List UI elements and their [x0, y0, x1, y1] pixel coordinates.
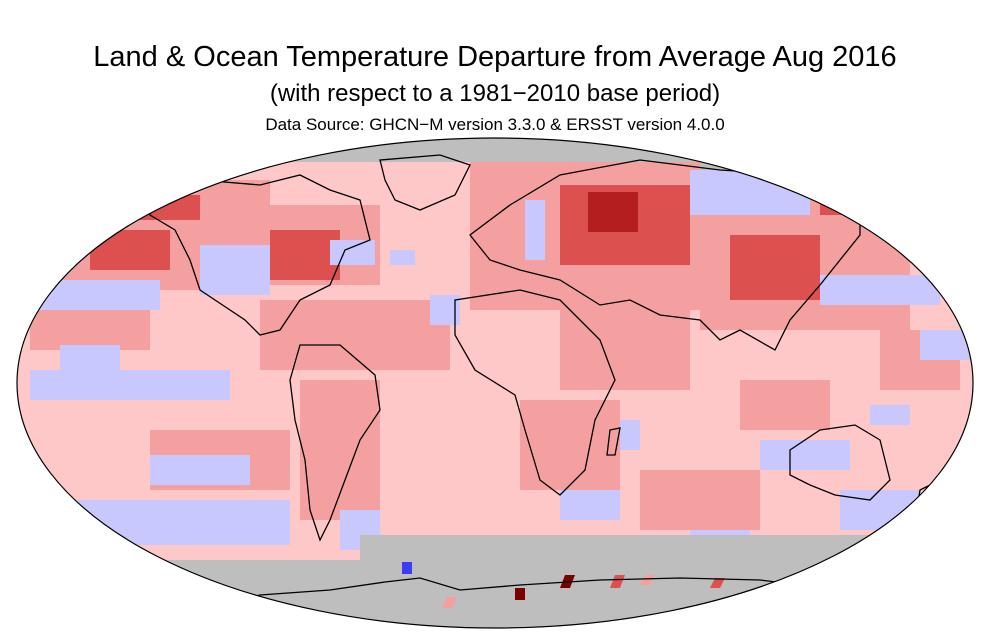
extreme-warm-region [588, 192, 638, 232]
data-source: Data Source: GHCN−M version 3.3.0 & ERSS… [265, 115, 725, 134]
map-title: Land & Ocean Temperature Departure from … [93, 41, 897, 73]
map-subtitle: (with respect to a 1981−2010 base period… [269, 80, 721, 107]
map-border [16, 137, 974, 629]
coastlines [149, 154, 931, 611]
